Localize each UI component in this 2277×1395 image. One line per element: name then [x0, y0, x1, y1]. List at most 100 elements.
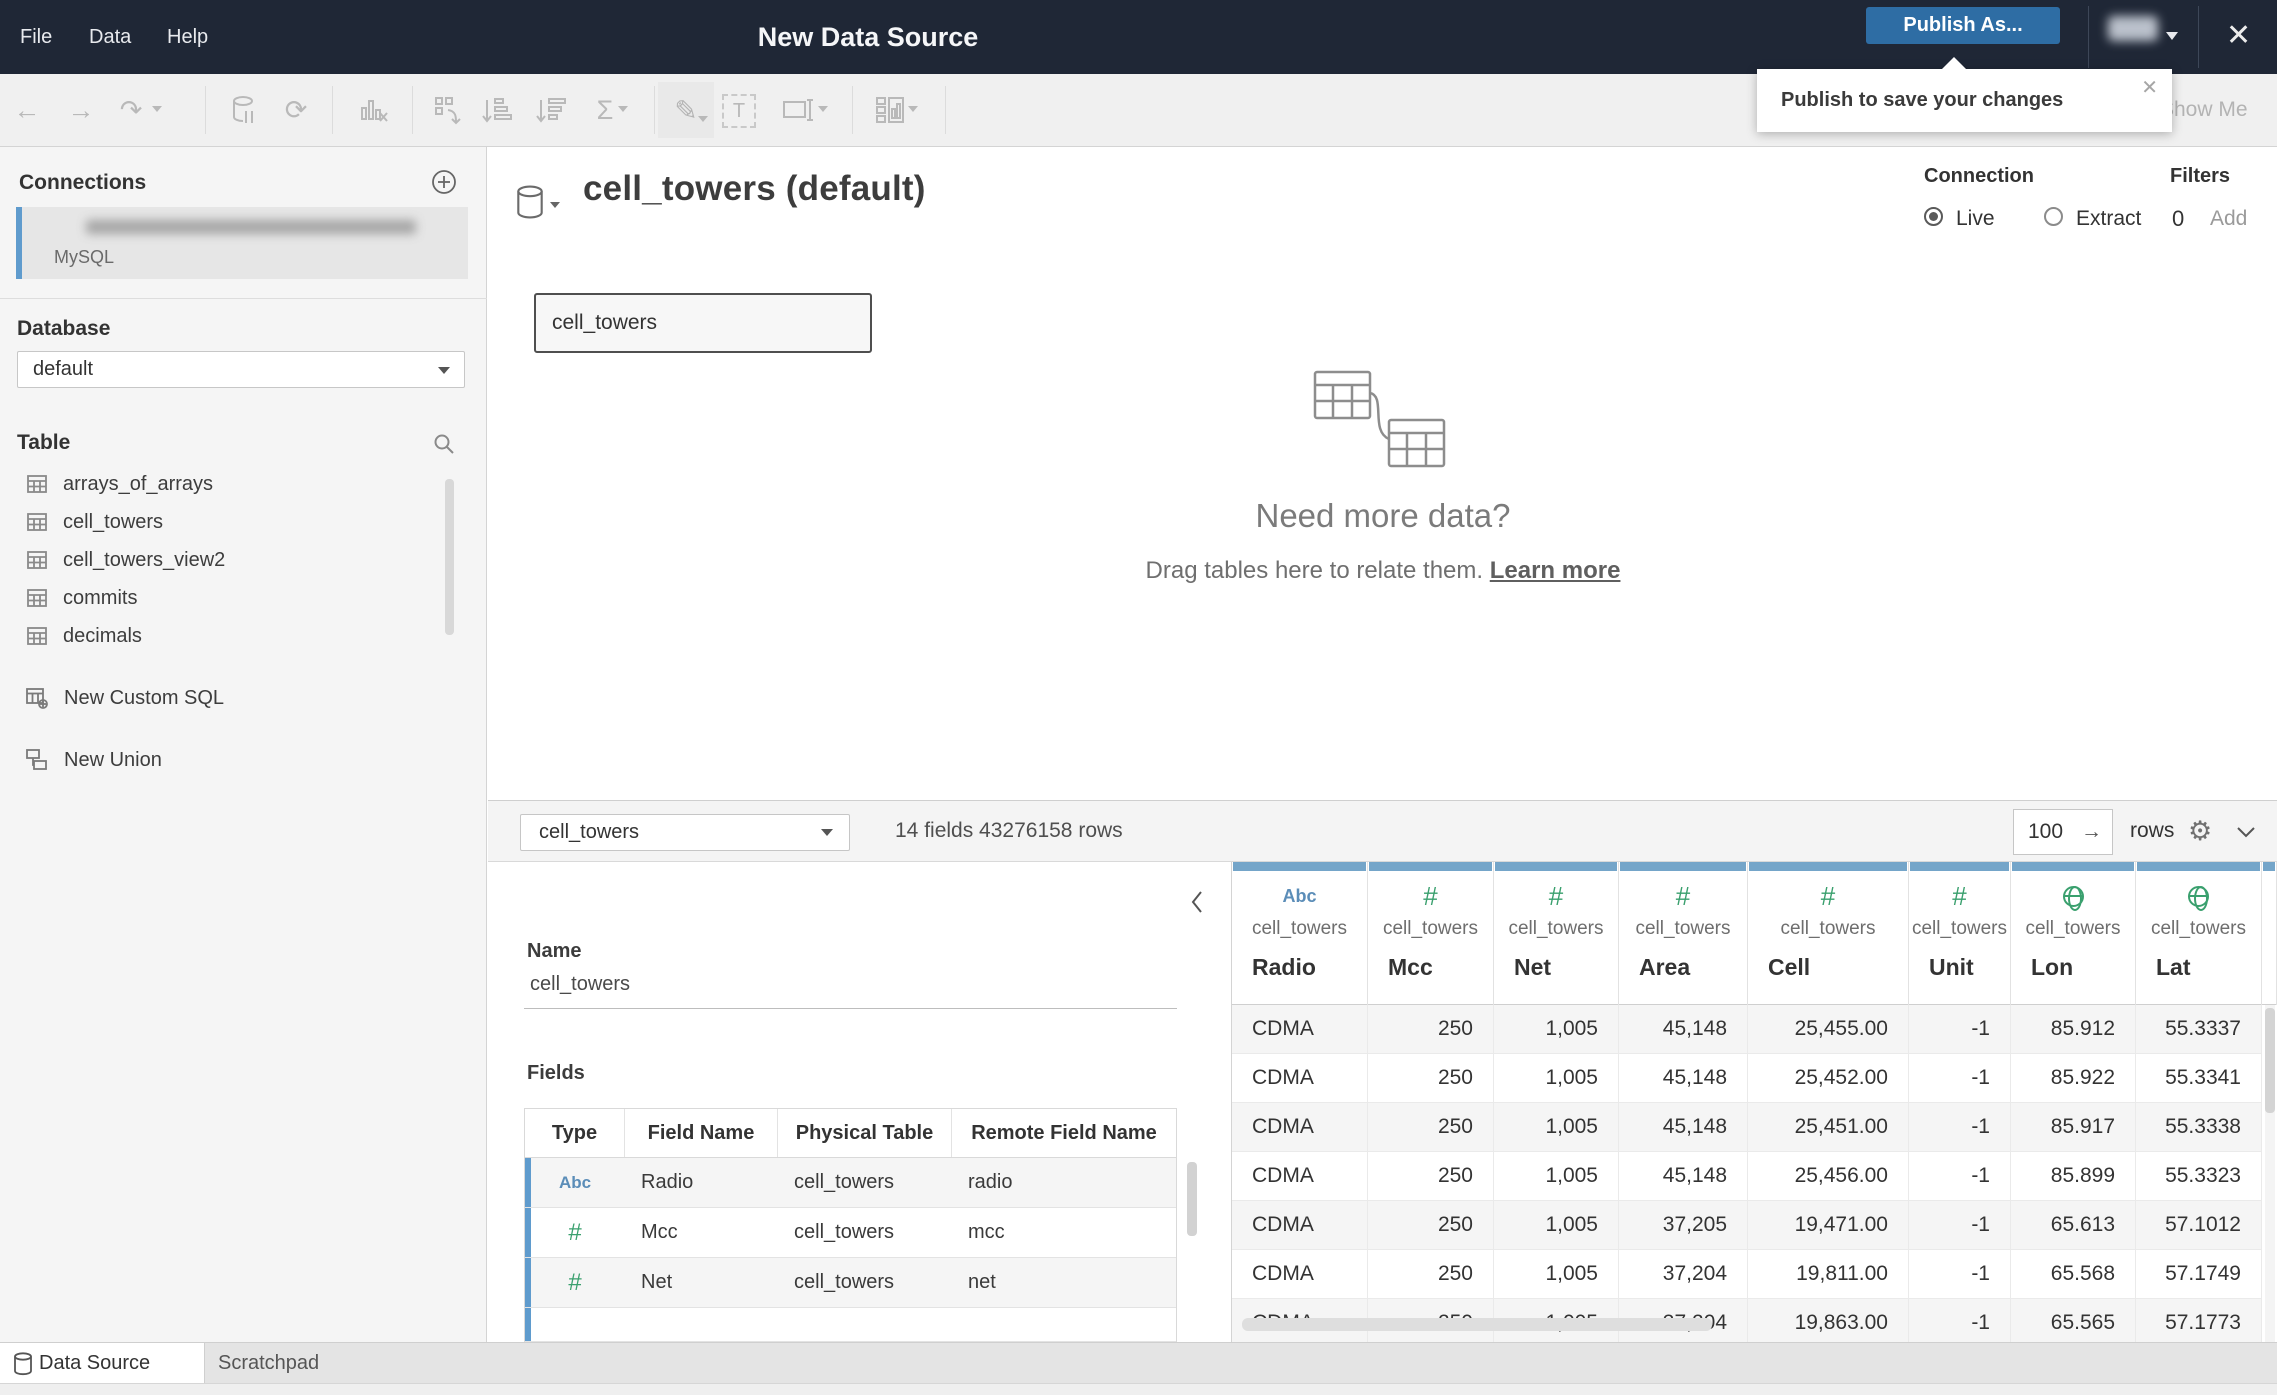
- column-field-name: Mcc: [1388, 954, 1433, 980]
- live-label[interactable]: Live: [1956, 207, 1995, 230]
- table-name: decimals: [63, 624, 142, 647]
- sort-ascending-icon[interactable]: [477, 74, 517, 146]
- sidebar-table-item[interactable]: cell_towers_view2: [0, 541, 470, 579]
- swap-rows-columns-icon[interactable]: [428, 74, 468, 146]
- user-menu-caret-icon[interactable]: [2166, 32, 2178, 40]
- toolbar-divider: [852, 86, 853, 134]
- totals-caret-icon[interactable]: [618, 106, 628, 112]
- datasource-caret-icon[interactable]: [550, 202, 560, 208]
- grid-cell: 45,148: [1619, 1152, 1748, 1200]
- menu-data[interactable]: Data: [89, 26, 132, 48]
- field-row[interactable]: Abc Radio cell_towers radio: [525, 1158, 1176, 1208]
- fit-view-icon[interactable]: [778, 74, 818, 146]
- field-row[interactable]: # Mcc cell_towers mcc: [525, 1208, 1176, 1258]
- table-search-icon[interactable]: [433, 433, 455, 460]
- grid-hscrollbar-thumb[interactable]: [1242, 1318, 1712, 1331]
- field-type-icon: #: [568, 1218, 582, 1246]
- field-type-geo-icon: [2011, 882, 2135, 911]
- table-source-select[interactable]: cell_towers: [520, 814, 850, 851]
- extract-label[interactable]: Extract: [2076, 207, 2142, 230]
- grid-column-header[interactable]: # cell_towers Net: [1494, 862, 1619, 1005]
- learn-more-link[interactable]: Learn more: [1489, 557, 1621, 584]
- grid-rows: CDMA 250 1,005 45,148 25,455.00 -1 85.912 55.33…: [1232, 1005, 2277, 1342]
- field-type-number-icon: #: [1675, 880, 1691, 911]
- remote-field-cell: mcc: [968, 1221, 1005, 1243]
- add-connection-icon[interactable]: [431, 169, 457, 200]
- sidebar-table-item[interactable]: cell_towers: [0, 503, 470, 541]
- datasource-cylinder-icon[interactable]: [516, 185, 544, 224]
- menu-file[interactable]: File: [20, 26, 53, 48]
- preview-collapse-chevron-icon[interactable]: [2236, 825, 2256, 843]
- grid-cell: 45,148: [1619, 1103, 1748, 1151]
- clear-sheet-icon[interactable]: [354, 74, 394, 146]
- row-count-input[interactable]: 100 →: [2013, 809, 2113, 855]
- row-count-apply-icon[interactable]: →: [2081, 820, 2102, 843]
- publish-as-button[interactable]: Publish As...: [1866, 7, 2060, 44]
- table-node-cell-towers[interactable]: cell_towers: [534, 293, 872, 353]
- avatar[interactable]: [2108, 16, 2158, 41]
- highlight-caret-icon[interactable]: [698, 116, 708, 122]
- sidebar-table-item[interactable]: decimals: [0, 617, 470, 655]
- preview-toolbar: cell_towers 14 fields 43276158 rows 100 …: [488, 800, 2277, 862]
- fit-view-caret-icon[interactable]: [818, 106, 828, 112]
- grid-column-header[interactable]: # cell_towers Area: [1619, 862, 1748, 1005]
- name-input[interactable]: cell_towers: [530, 973, 631, 995]
- column-field-name: Cell: [1768, 954, 1811, 980]
- field-row[interactable]: # Net cell_towers net: [525, 1258, 1176, 1308]
- tab-data-source[interactable]: Data Source: [0, 1343, 205, 1384]
- menu-help[interactable]: Help: [167, 26, 209, 48]
- grid-row: CDMA 250 1,005 37,204 19,811.00 -1 65.568 57.17…: [1232, 1250, 2262, 1299]
- replay-button[interactable]: ↷: [119, 94, 143, 125]
- live-radio[interactable]: [1924, 207, 1943, 226]
- column-table-name: cell_towers: [2150, 918, 2247, 939]
- preview-settings-gear-icon[interactable]: ⚙: [2188, 816, 2213, 846]
- redo-button[interactable]: →: [67, 94, 95, 125]
- grid-column-header[interactable]: # cell_towers Unit: [1909, 862, 2011, 1005]
- show-cards-caret-icon[interactable]: [908, 106, 918, 112]
- text-label-icon[interactable]: T: [722, 94, 756, 128]
- collapse-panel-icon[interactable]: [1190, 890, 1204, 919]
- filters-add-link[interactable]: Add: [2210, 207, 2248, 230]
- connection-item[interactable]: MySQL: [16, 207, 468, 279]
- grid-column-header[interactable]: cell_towers Lon: [2011, 862, 2136, 1005]
- pause-updates-icon[interactable]: [224, 74, 264, 146]
- table-icon: [27, 627, 47, 645]
- toolbar-divider: [654, 86, 655, 134]
- highlight-icon[interactable]: ✎: [658, 82, 714, 138]
- totals-sigma-icon[interactable]: Σ: [596, 94, 614, 125]
- grid-column-header[interactable]: # cell_towers Mcc: [1368, 862, 1494, 1005]
- new-custom-sql[interactable]: New Custom SQL: [0, 679, 470, 717]
- sort-descending-icon[interactable]: [531, 74, 571, 146]
- grid-column-header[interactable]: cell_towers Lat: [2136, 862, 2262, 1005]
- field-row-partial[interactable]: [525, 1308, 1176, 1342]
- close-window-icon[interactable]: ✕: [2226, 19, 2252, 52]
- fields-label: Fields: [527, 1062, 585, 1084]
- table-name: commits: [63, 586, 138, 609]
- database-select-value: default: [33, 358, 94, 380]
- sidebar-table-item[interactable]: arrays_of_arrays: [0, 465, 470, 503]
- grid-column-header[interactable]: # cell_towers Cell: [1748, 862, 1909, 1005]
- grid-cell: 250: [1368, 1152, 1494, 1200]
- sidebar-scrollbar-thumb[interactable]: [445, 479, 454, 635]
- tooltip-close-icon[interactable]: ✕: [2141, 77, 2158, 99]
- replay-caret-icon[interactable]: [152, 106, 162, 112]
- field-row-accent-bar: [525, 1258, 531, 1307]
- refresh-icon[interactable]: ⟳: [284, 94, 308, 125]
- grid-cell: 85.917: [2011, 1103, 2136, 1151]
- grid-cell: 37,204: [1619, 1250, 1748, 1298]
- new-union[interactable]: New Union: [0, 741, 470, 779]
- undo-button[interactable]: ←: [13, 94, 41, 125]
- grid-vscrollbar-track[interactable]: [2265, 1005, 2275, 1342]
- tab-scratchpad[interactable]: Scratchpad: [205, 1343, 472, 1384]
- field-type-string-icon: Abc: [1282, 885, 1317, 906]
- fields-scrollbar-thumb[interactable]: [1187, 1162, 1197, 1236]
- database-select[interactable]: default: [17, 351, 465, 388]
- show-me-button[interactable]: Show Me: [2160, 98, 2248, 121]
- extract-radio[interactable]: [2044, 207, 2063, 226]
- filters-label: Filters: [2170, 165, 2231, 187]
- grid-vscrollbar-thumb[interactable]: [2265, 1008, 2275, 1113]
- grid-cell: 1,005: [1494, 1054, 1619, 1102]
- grid-column-header[interactable]: Abc cell_towers Radio: [1232, 862, 1368, 1005]
- show-cards-icon[interactable]: [870, 74, 910, 146]
- sidebar-table-item[interactable]: commits: [0, 579, 470, 617]
